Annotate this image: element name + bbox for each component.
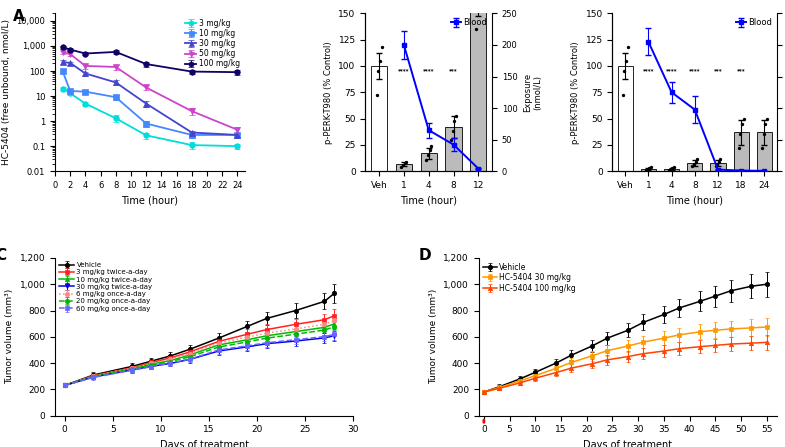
Bar [664,169,679,171]
Text: C: C [0,249,6,263]
Text: ****: **** [398,68,410,73]
Text: ****: **** [423,68,434,73]
Legend: Vehicle, HC-5404 30 mg/kg, HC-5404 100 mg/kg: Vehicle, HC-5404 30 mg/kg, HC-5404 100 m… [483,262,577,293]
Legend: 3 mg/kg, 10 mg/kg, 30 mg/kg, 50 mg/kg, 100 mg/kg: 3 mg/kg, 10 mg/kg, 30 mg/kg, 50 mg/kg, 1… [183,17,241,70]
Bar [710,163,725,171]
Bar [687,163,703,171]
Y-axis label: p-PERK-T980 (% Control): p-PERK-T980 (% Control) [324,41,333,143]
Text: A: A [13,8,25,24]
Bar [618,66,633,171]
Bar [734,132,749,171]
Bar [371,66,387,171]
Text: D: D [419,249,432,263]
Legend: Vehicle, 3 mg/kg twice-a-day, 10 mg/kg twice-a-day, 30 mg/kg twice-a-day, 6 mg/k: Vehicle, 3 mg/kg twice-a-day, 10 mg/kg t… [58,261,153,312]
X-axis label: Time (hour): Time (hour) [666,195,723,206]
Bar [396,164,412,171]
X-axis label: Time (hour): Time (hour) [400,195,457,206]
Y-axis label: Exposure
(nmol/L): Exposure (nmol/L) [523,73,542,112]
Y-axis label: p-PERK-T980 (% Control): p-PERK-T980 (% Control) [571,41,580,143]
Y-axis label: Tumor volume (mm³): Tumor volume (mm³) [429,289,438,384]
Y-axis label: Tumor volume (mm³): Tumor volume (mm³) [5,289,14,384]
Text: ***: *** [714,68,722,73]
Legend: Blood: Blood [450,17,488,28]
X-axis label: Time (hour): Time (hour) [122,195,178,206]
Y-axis label: HC-5404 (free unbound, nmol/L): HC-5404 (free unbound, nmol/L) [2,19,11,165]
Text: ****: **** [666,68,677,73]
Text: ***: *** [737,68,746,73]
Bar [470,0,487,171]
Text: ****: **** [689,68,700,73]
Bar [641,169,656,171]
Text: ****: **** [643,68,654,73]
X-axis label: Days of treatment: Days of treatment [583,440,673,447]
Bar [757,132,772,171]
Bar [446,127,462,171]
Text: ***: *** [449,68,458,73]
Bar [421,153,436,171]
X-axis label: Days of treatment: Days of treatment [159,440,249,447]
Legend: Blood: Blood [735,17,773,28]
